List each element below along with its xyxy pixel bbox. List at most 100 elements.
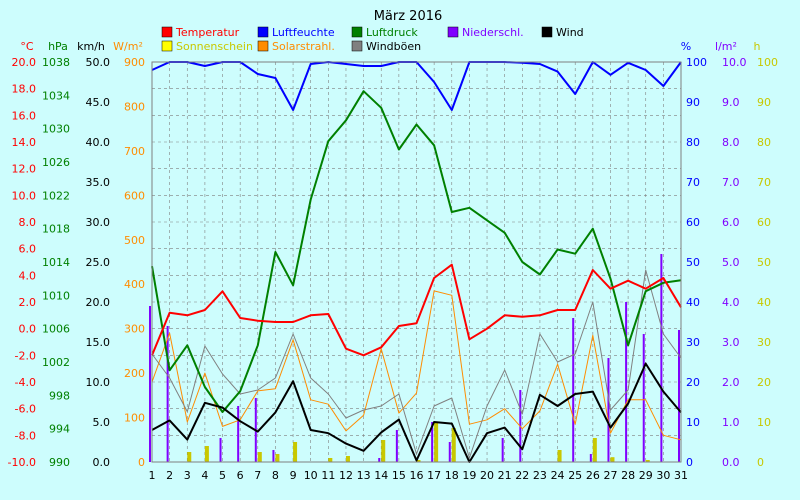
bar-niederschl-8 (272, 450, 275, 462)
x-tick-28: 28 (621, 469, 635, 482)
bar-sonnenschein-7 (257, 452, 262, 462)
tick-temp-4: 12.0 (12, 163, 37, 176)
tick-rain-2: 8.0 (722, 136, 740, 149)
bar-sonnenschein-29 (645, 460, 650, 462)
plot-border (151, 61, 682, 463)
legend-swatch-1 (161, 26, 173, 38)
x-tick-5: 5 (219, 469, 226, 482)
bar-sonnenschein-12 (345, 456, 350, 462)
legend-swatch-7 (257, 40, 269, 52)
legend-label-3: Luftdruck (366, 26, 418, 39)
right-axis-ticks: 100908070605040302010010.09.08.07.06.05.… (686, 56, 778, 469)
x-tick-30: 30 (656, 469, 670, 482)
tick-press-2: 1030 (42, 123, 70, 136)
legend-label-8: Windböen (366, 40, 421, 53)
x-tick-20: 20 (480, 469, 494, 482)
line-windb-en (151, 269, 682, 459)
tick-wind-1: 45.0 (86, 96, 111, 109)
legend-swatch-6 (161, 40, 173, 52)
bar-niederschl-31 (678, 330, 680, 462)
x-tick-18: 18 (445, 469, 459, 482)
legend-swatch-5 (541, 26, 553, 38)
bar-niederschl-30 (660, 254, 663, 462)
tick-wind-5: 25.0 (86, 256, 111, 269)
x-tick-6: 6 (237, 469, 244, 482)
series-sonnenschein (187, 422, 650, 462)
bar-niederschl-17 (431, 422, 434, 462)
plot-area (149, 61, 682, 463)
tick-press-11: 994 (49, 423, 70, 436)
tick-rain-6: 4.0 (722, 296, 740, 309)
x-tick-14: 14 (374, 469, 388, 482)
legend-label-2: Luftfeuchte (272, 26, 335, 39)
line-wind (151, 362, 682, 463)
tick-wind-10: 0.0 (93, 456, 111, 469)
tick-solar-3: 600 (124, 189, 145, 202)
x-tick-31: 31 (674, 469, 688, 482)
tick-hum-2: 80 (686, 136, 700, 149)
axis-unit-rain: l/m² (715, 40, 737, 53)
x-tick-15: 15 (392, 469, 406, 482)
tick-sun-4: 60 (757, 216, 771, 229)
bar-sonnenschein-3 (187, 452, 192, 462)
bar-sonnenschein-11 (328, 458, 333, 462)
x-tick-16: 16 (410, 469, 424, 482)
line-temperatur (151, 263, 682, 357)
x-tick-24: 24 (551, 469, 565, 482)
axis-unit-temp: °C (20, 40, 34, 53)
axis-unit-sun: h (754, 40, 761, 53)
tick-solar-6: 300 (124, 323, 145, 336)
tick-hum-5: 50 (686, 256, 700, 269)
bar-sonnenschein-9 (293, 442, 298, 462)
tick-solar-9: 0 (138, 456, 145, 469)
tick-sun-2: 80 (757, 136, 771, 149)
tick-wind-7: 15.0 (86, 336, 111, 349)
tick-solar-1: 800 (124, 100, 145, 113)
bar-niederschl-1 (149, 306, 151, 462)
tick-wind-9: 5.0 (93, 416, 111, 429)
bar-niederschl-28 (625, 302, 628, 462)
tick-temp-6: 8.0 (19, 216, 37, 229)
tick-rain-8: 2.0 (722, 376, 740, 389)
tick-temp-7: 6.0 (19, 243, 37, 256)
legend-label-5: Wind (556, 26, 584, 39)
tick-solar-0: 900 (124, 56, 145, 69)
x-tick-8: 8 (272, 469, 279, 482)
axis-unit-press: hPa (48, 40, 68, 53)
tick-rain-3: 7.0 (722, 176, 740, 189)
tick-sun-5: 50 (757, 256, 771, 269)
tick-rain-5: 5.0 (722, 256, 740, 269)
tick-solar-7: 200 (124, 367, 145, 380)
legend-label-4: Niederschl. (462, 26, 524, 39)
tick-press-4: 1022 (42, 189, 70, 202)
tick-sun-10: 0 (757, 456, 764, 469)
axis-unit-hum: % (681, 40, 691, 53)
bar-niederschl-18 (448, 442, 451, 462)
x-tick-2: 2 (166, 469, 173, 482)
x-tick-4: 4 (201, 469, 208, 482)
tick-press-8: 1006 (42, 323, 70, 336)
legend-label-1: Temperatur (175, 26, 240, 39)
tick-press-3: 1026 (42, 156, 70, 169)
bar-sonnenschein-14 (381, 440, 386, 462)
tick-press-0: 1038 (42, 56, 70, 69)
legend-swatch-2 (257, 26, 269, 38)
axis-units: °C hPa km/h W/m²% l/m² h (20, 40, 760, 53)
tick-solar-4: 500 (124, 234, 145, 247)
left-axis-ticks: 20.0 18.0 16.0 14.0 12.0 10.0 8.0 6.0 4.0 2.0 0.0 -… (8, 56, 145, 469)
x-tick-12: 12 (339, 469, 353, 482)
bar-sonnenschein-24 (557, 450, 562, 462)
tick-wind-8: 10.0 (86, 376, 111, 389)
x-tick-9: 9 (290, 469, 297, 482)
tick-temp-3: 14.0 (12, 136, 37, 149)
x-tick-21: 21 (498, 469, 512, 482)
tick-rain-1: 9.0 (722, 96, 740, 109)
bar-niederschl-5 (219, 438, 222, 462)
tick-hum-4: 60 (686, 216, 700, 229)
x-tick-13: 13 (357, 469, 371, 482)
bar-niederschl-27 (607, 358, 610, 462)
axis-unit-solar: W/m² (113, 40, 143, 53)
tick-temp-2: 16.0 (12, 109, 37, 122)
